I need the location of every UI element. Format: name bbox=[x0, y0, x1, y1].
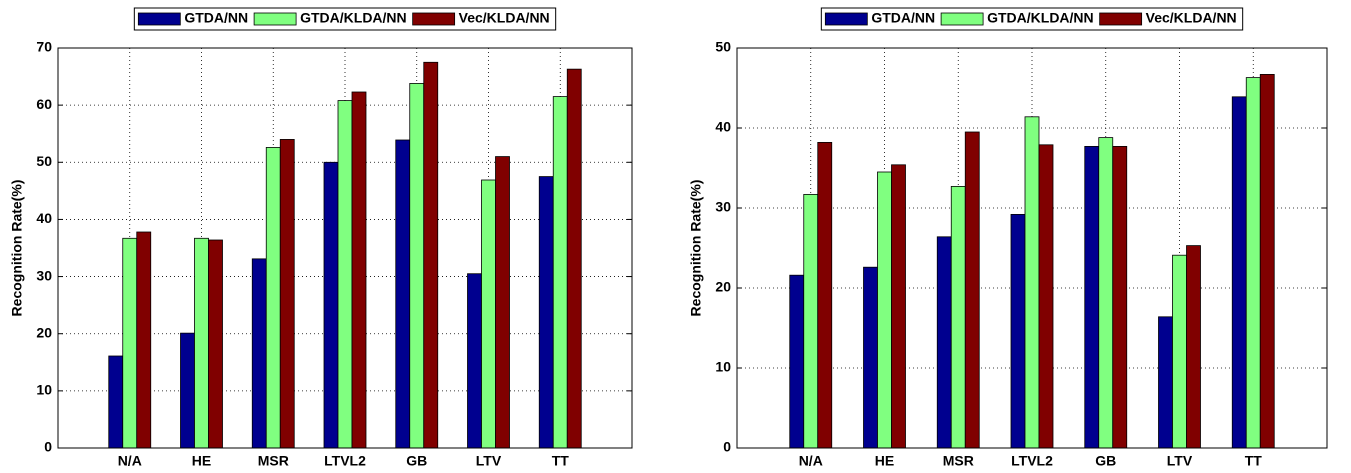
y-tick-label: 20 bbox=[36, 324, 52, 340]
bar bbox=[251, 258, 267, 449]
legend-label: Vec/KLDA/NN bbox=[1146, 10, 1237, 26]
bar bbox=[1038, 144, 1054, 449]
bar bbox=[817, 141, 833, 449]
x-tick-label: TT bbox=[552, 453, 570, 469]
bar bbox=[279, 139, 295, 449]
bar bbox=[208, 239, 223, 449]
legend-label: GTDA/NN bbox=[184, 10, 248, 26]
legend-label: GTDA/KLDA/NN bbox=[300, 10, 407, 26]
y-tick-label: 30 bbox=[36, 267, 52, 283]
bar bbox=[1172, 254, 1187, 449]
x-tick-label: N/A bbox=[799, 453, 823, 469]
bar bbox=[950, 185, 966, 449]
x-tick-label: N/A bbox=[118, 453, 142, 469]
x-tick-label: LTV bbox=[476, 453, 502, 469]
legend: GTDA/NN GTDA/KLDA/NN Vec/KLDA/NN bbox=[824, 10, 1237, 26]
y-tick-label: 70 bbox=[36, 39, 52, 55]
bar bbox=[351, 91, 367, 449]
bar bbox=[180, 332, 195, 449]
bar bbox=[409, 83, 425, 449]
plot-frame bbox=[57, 47, 633, 449]
x-tick-label: LTV bbox=[1167, 453, 1193, 469]
bar bbox=[122, 237, 138, 449]
bar bbox=[136, 231, 152, 449]
bar bbox=[1231, 96, 1247, 449]
y-tick-label: 0 bbox=[723, 439, 731, 455]
y-tick-label: 60 bbox=[36, 96, 52, 112]
y-axis-label: Recognition Rate(%) bbox=[688, 180, 704, 317]
y-tick-label: 20 bbox=[715, 279, 731, 295]
x-tick-label: HE bbox=[875, 453, 894, 469]
x-tick-label: LTVL2 bbox=[324, 453, 366, 469]
legend-swatch bbox=[824, 12, 868, 26]
bar bbox=[1084, 145, 1100, 449]
bar bbox=[789, 274, 805, 449]
y-tick-label: 10 bbox=[715, 359, 731, 375]
y-axis-label: Recognition Rate(%) bbox=[9, 180, 25, 317]
bar bbox=[1112, 145, 1128, 449]
legend-swatch bbox=[412, 12, 456, 26]
bar bbox=[877, 171, 892, 449]
x-tick-label: MSR bbox=[943, 453, 974, 469]
bar bbox=[964, 131, 980, 449]
x-tick-label: HE bbox=[192, 453, 211, 469]
bar bbox=[265, 147, 281, 449]
legend-swatch bbox=[253, 12, 297, 26]
bar bbox=[481, 179, 496, 449]
legend-label: GTDA/NN bbox=[871, 10, 935, 26]
bar bbox=[108, 355, 124, 449]
bar bbox=[323, 161, 339, 449]
x-tick-label: GB bbox=[1095, 453, 1116, 469]
bar bbox=[395, 139, 411, 449]
bar bbox=[1098, 137, 1114, 449]
legend-label: Vec/KLDA/NN bbox=[459, 10, 550, 26]
y-tick-label: 50 bbox=[715, 39, 731, 55]
bar bbox=[891, 164, 906, 449]
subchart: 0 10 20 30 40 50 60 70 N/A HE MSR LTVL2 GB LTV TT Recog… bbox=[9, 7, 633, 469]
bar bbox=[552, 96, 568, 449]
subchart: 0 10 20 30 40 50 N/A HE MSR LTVL2 GB LTV TT Recogniti… bbox=[688, 7, 1328, 469]
y-tick-label: 0 bbox=[44, 439, 52, 455]
bar bbox=[423, 61, 439, 449]
bar bbox=[936, 236, 952, 449]
legend-swatch bbox=[1099, 12, 1143, 26]
y-tick-label: 30 bbox=[715, 199, 731, 215]
y-tick-label: 40 bbox=[36, 210, 52, 226]
y-tick-label: 50 bbox=[36, 153, 52, 169]
bar bbox=[1259, 74, 1275, 449]
bar bbox=[538, 176, 554, 449]
y-tick-label: 10 bbox=[36, 382, 52, 398]
bar bbox=[803, 193, 819, 449]
bar bbox=[1158, 316, 1173, 449]
bar bbox=[1010, 213, 1026, 449]
bar bbox=[495, 156, 510, 449]
legend-label: GTDA/KLDA/NN bbox=[987, 10, 1094, 26]
legend-box bbox=[820, 7, 1244, 31]
bar bbox=[1186, 245, 1201, 449]
x-tick-label: TT bbox=[1245, 453, 1263, 469]
bar bbox=[194, 237, 209, 449]
bar bbox=[337, 100, 353, 449]
x-tick-label: LTVL2 bbox=[1011, 453, 1053, 469]
x-tick-label: GB bbox=[406, 453, 427, 469]
plot-frame bbox=[736, 47, 1328, 449]
bar bbox=[1024, 116, 1040, 449]
x-tick-label: MSR bbox=[258, 453, 289, 469]
y-tick-label: 40 bbox=[715, 119, 731, 135]
legend-swatch bbox=[137, 12, 181, 26]
bar bbox=[1245, 77, 1261, 449]
bar bbox=[566, 68, 582, 449]
legend-swatch bbox=[940, 12, 984, 26]
bar bbox=[863, 266, 878, 449]
bar bbox=[467, 273, 482, 449]
legend-box bbox=[133, 7, 557, 31]
legend: GTDA/NN GTDA/KLDA/NN Vec/KLDA/NN bbox=[137, 10, 550, 26]
